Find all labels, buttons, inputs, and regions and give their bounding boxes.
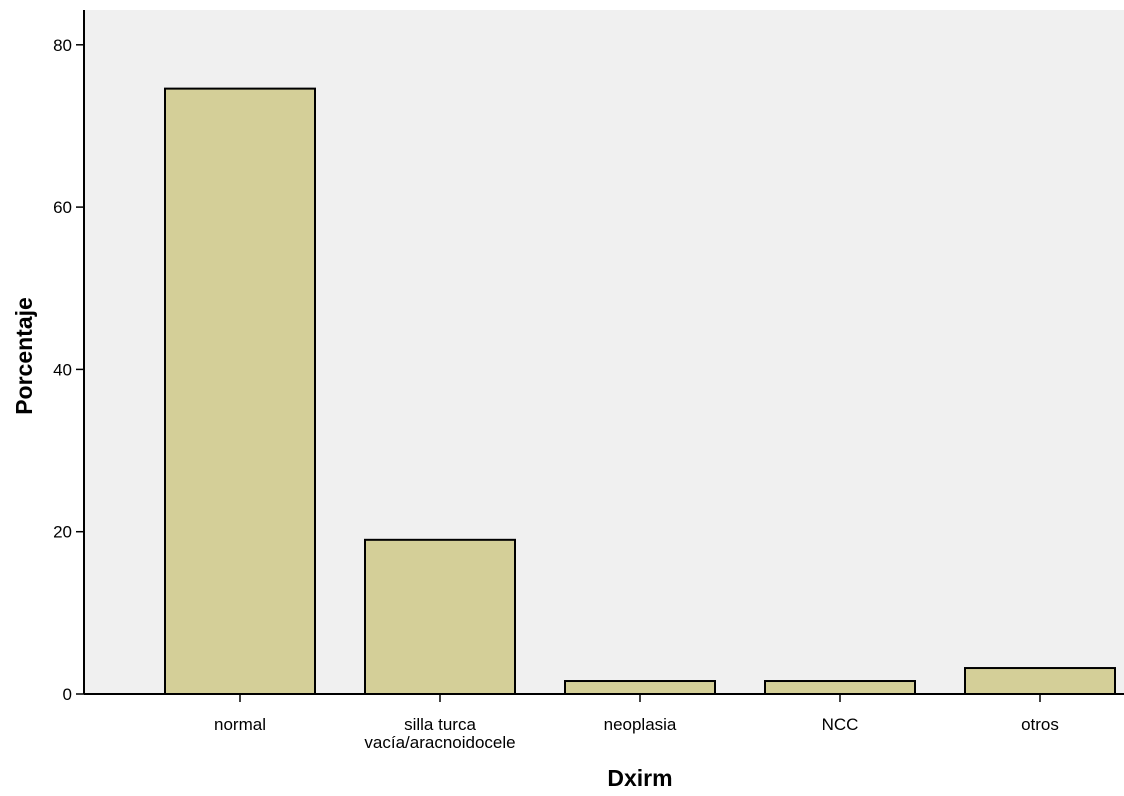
x-axis-title: Dxirm xyxy=(607,765,672,791)
x-tick-label: NCC xyxy=(822,715,859,734)
x-tick-label: vacía/aracnoidocele xyxy=(364,733,515,752)
y-tick-label: 0 xyxy=(63,685,72,704)
x-tick-label: neoplasia xyxy=(604,715,677,734)
y-tick-label: 60 xyxy=(53,198,72,217)
bar-1 xyxy=(364,538,516,695)
bars-layer xyxy=(164,87,1116,696)
bar-2 xyxy=(564,680,716,695)
x-tick-label: normal xyxy=(214,715,266,734)
y-ticks-layer: 0 20 40 60 80 xyxy=(53,36,84,704)
bar-3 xyxy=(764,680,916,695)
x-tick-label: silla turca xyxy=(404,715,476,734)
x-tick-label: otros xyxy=(1021,715,1059,734)
y-tick-label: 20 xyxy=(53,523,72,542)
bar-4 xyxy=(964,667,1116,695)
y-tick-label: 40 xyxy=(53,360,72,379)
y-axis-title: Porcentaje xyxy=(11,297,37,415)
y-tick-label: 80 xyxy=(53,36,72,55)
bar-0 xyxy=(164,87,316,696)
